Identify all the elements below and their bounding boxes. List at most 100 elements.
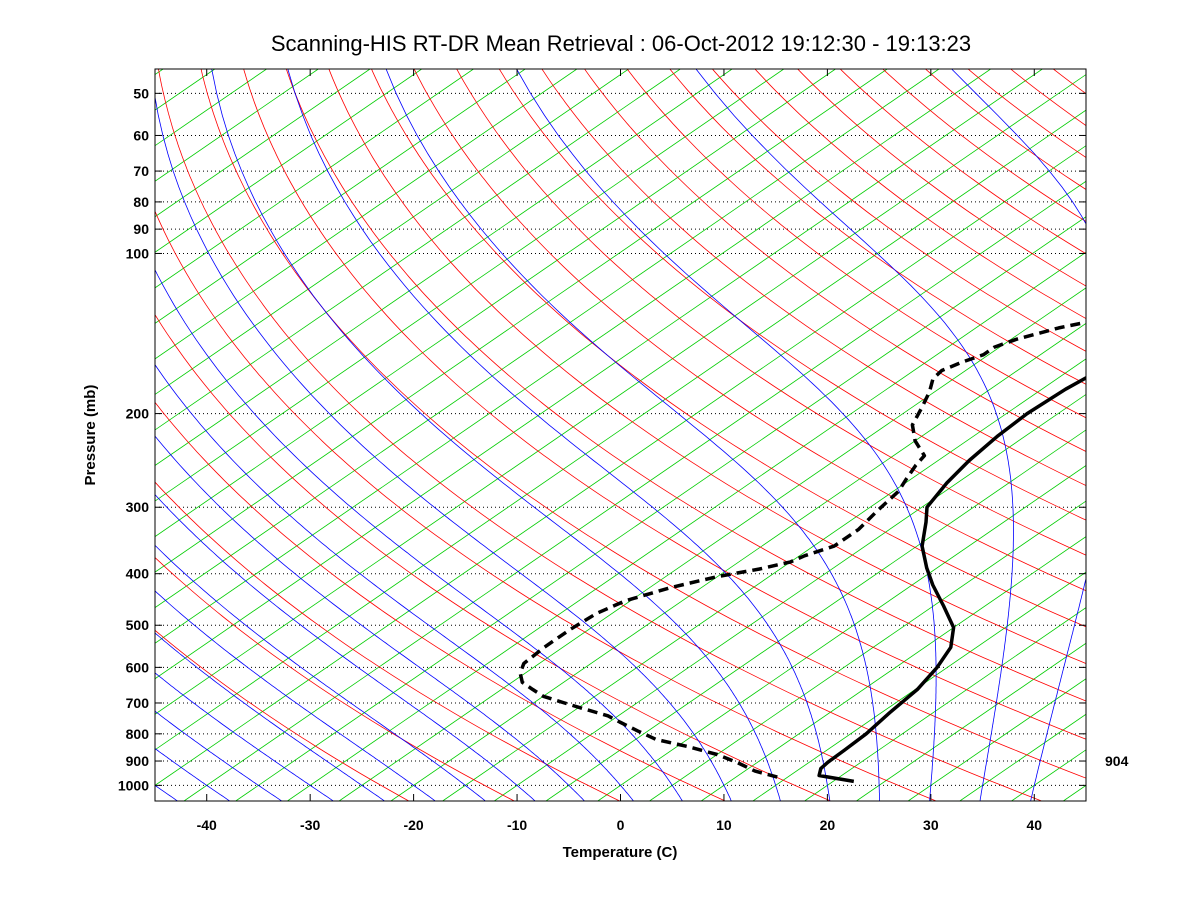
moist-adiabat-line [155, 544, 486, 801]
dry-adiabat-line [158, 69, 1042, 801]
moist-adiabat-line [155, 672, 334, 801]
dry-adiabat-line [155, 629, 409, 801]
isotherm-line [155, 69, 629, 395]
moist-adiabat-line [287, 69, 831, 801]
moist-adiabat-line [155, 590, 436, 801]
dry-adiabat-line [155, 313, 831, 801]
isotherm-line [155, 69, 422, 253]
dry-adiabat-line [328, 69, 1086, 664]
x-tick-label: 30 [923, 817, 939, 833]
dry-adiabat-line [839, 69, 1086, 255]
dry-adiabat-line [498, 69, 1086, 521]
moist-adiabat-line [155, 435, 585, 801]
moist-adiabat-line [516, 69, 937, 801]
isotherm-line [155, 69, 991, 644]
isotherm-line [235, 216, 1086, 801]
moist-adiabat-line [155, 94, 732, 801]
sounding-profiles [518, 320, 1086, 784]
y-tick-label: 50 [133, 85, 149, 101]
y-axis-label: Pressure (mb) [82, 385, 99, 486]
dry-adiabat-line [626, 69, 1086, 419]
isotherm-line [752, 571, 1086, 801]
moist-adiabat-lines [155, 69, 1086, 801]
y-tick-label: 400 [126, 566, 150, 582]
y-tick-label: 600 [126, 659, 150, 675]
isotherm-line [804, 607, 1086, 801]
dry-adiabat-line [456, 69, 1086, 556]
y-tick-label: 700 [126, 695, 150, 711]
isotherm-line [155, 69, 888, 573]
y-tick-label: 1000 [118, 777, 149, 793]
moist-adiabat-line [155, 632, 385, 801]
x-tick-label: -30 [300, 817, 320, 833]
isotherm-line [155, 69, 1043, 680]
y-tick-label: 200 [126, 406, 150, 422]
dry-adiabat-lines [155, 69, 1086, 801]
dry-adiabat-line [155, 210, 937, 801]
isotherm-line [494, 393, 1086, 801]
isotherm-line [183, 180, 1086, 801]
x-tick-label: 40 [1026, 817, 1042, 833]
x-tick-label: 20 [820, 817, 836, 833]
isotherm-line [442, 358, 1086, 801]
y-tick-label: 800 [126, 726, 150, 742]
isotherm-line [155, 69, 785, 502]
isotherm-line [700, 536, 1086, 801]
isotherm-line [155, 69, 733, 467]
isotherm-line [649, 500, 1086, 801]
dry-adiabat-line [200, 69, 1086, 779]
dry-adiabat-line [882, 69, 1086, 222]
dashed-profile-line [518, 320, 1086, 779]
isotherm-line [155, 69, 371, 218]
y-tick-label: 80 [133, 194, 149, 210]
y-tick-label: 90 [133, 221, 149, 237]
moist-adiabat-line [385, 69, 880, 801]
isotherm-line [390, 322, 1086, 801]
dry-adiabat-line [155, 556, 515, 801]
moist-adiabat-line [155, 748, 230, 801]
isotherm-line [155, 145, 1086, 786]
isotherm-line [287, 251, 1086, 801]
y-axis-ticks: 50 60 70 80 90 100 200 300 400 500 600 700 800 900 100… [118, 85, 1086, 793]
dry-adiabat-line [584, 69, 1086, 452]
x-tick-label: 0 [617, 817, 625, 833]
moist-adiabat-line [211, 69, 781, 801]
isotherm-line [856, 642, 1086, 801]
isotherm-line [155, 69, 836, 538]
dry-adiabat-line [712, 69, 1086, 352]
x-tick-label: 10 [716, 817, 732, 833]
side-label: 904 [1105, 753, 1129, 769]
isotherm-line [155, 69, 940, 609]
dry-adiabat-line [754, 69, 1086, 320]
moist-adiabat-line [951, 69, 1086, 801]
y-tick-label: 500 [126, 617, 150, 633]
isotherm-line [597, 465, 1086, 801]
isotherm-lines [155, 69, 1086, 801]
y-tick-label: 900 [126, 753, 150, 769]
x-axis-ticks: -40 -30 -20 -10 0 10 20 30 40 [197, 69, 1042, 833]
chart-title: Scanning-HIS RT-DR Mean Retrieval : 06-O… [271, 31, 971, 56]
dry-adiabat-line [797, 69, 1086, 287]
isotherm-line [155, 69, 526, 324]
dry-adiabat-line [285, 69, 1086, 702]
moist-adiabat-line [155, 364, 634, 801]
isotherm-line [155, 69, 474, 289]
y-tick-label: 60 [133, 127, 149, 143]
dry-adiabat-line [413, 69, 1086, 592]
thermodynamic-background-lines [155, 69, 1086, 801]
dry-adiabat-line [669, 69, 1086, 385]
moist-adiabat-line [155, 494, 536, 801]
dry-adiabat-line [541, 69, 1086, 487]
dry-adiabat-line [155, 481, 620, 801]
moist-adiabat-line [155, 269, 683, 801]
x-tick-label: -20 [403, 817, 423, 833]
isotherm-line [155, 109, 1086, 751]
dry-adiabat-line [371, 69, 1086, 628]
dry-adiabat-line [155, 401, 726, 801]
x-axis-label: Temperature (C) [563, 844, 678, 861]
y-tick-label: 70 [133, 163, 149, 179]
x-tick-label: -40 [197, 817, 217, 833]
y-tick-label: 300 [126, 499, 150, 515]
solid-profile-line [817, 375, 1086, 784]
